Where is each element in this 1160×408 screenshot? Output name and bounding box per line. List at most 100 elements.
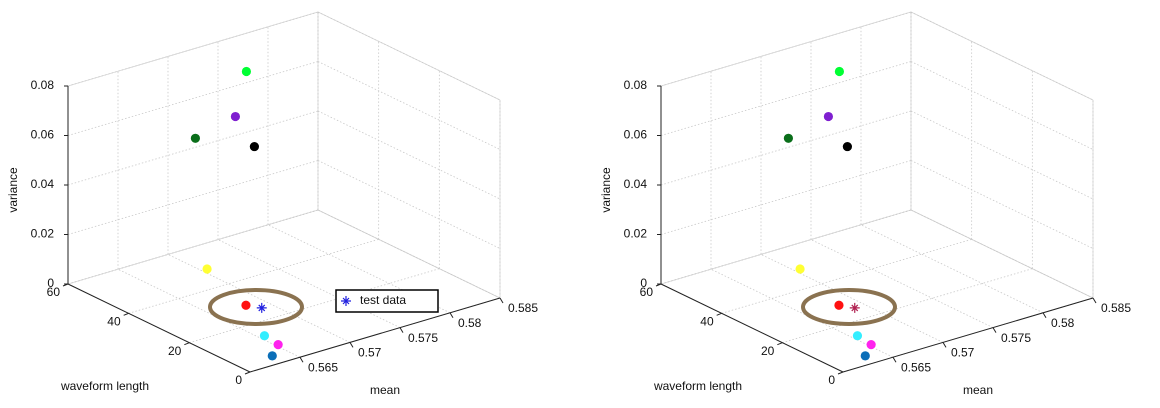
grid-line — [67, 11, 319, 87]
y-tick-label: 20 — [168, 344, 182, 358]
grid-line — [760, 254, 944, 343]
grid-line — [317, 110, 501, 200]
data-point — [852, 331, 863, 341]
data-point — [259, 331, 270, 341]
highlight-ellipse — [801, 288, 897, 326]
x-tick-label: 0.575 — [408, 331, 438, 345]
grid-line — [710, 268, 894, 358]
y-axis-label: waveform length — [653, 379, 742, 393]
legend-label: test data — [360, 293, 406, 307]
z-tick-label: 0.08 — [624, 78, 648, 92]
grid-line — [217, 239, 401, 328]
data-point — [834, 66, 844, 77]
data-point — [783, 133, 793, 143]
data-point — [230, 111, 240, 122]
y-axis-label: waveform length — [60, 379, 149, 393]
z-tick-label: 0.04 — [624, 177, 648, 191]
tick-mark — [399, 327, 404, 333]
y-tick-label: 40 — [107, 315, 121, 329]
tick-mark — [449, 312, 454, 319]
data-point — [834, 300, 844, 310]
z-tick-label: 0.06 — [31, 128, 55, 142]
grid-line — [910, 11, 1094, 101]
grid-line — [67, 61, 319, 136]
z-tick-label: 0.06 — [624, 128, 648, 142]
z-tick-label: 0.02 — [624, 227, 648, 241]
grid-line — [910, 160, 1094, 249]
grid-line — [910, 209, 1094, 299]
z-axis-label: variance — [599, 167, 613, 213]
data-point — [866, 340, 876, 350]
data-point — [860, 351, 870, 361]
axis-line — [660, 283, 844, 373]
y-tick-label: 60 — [640, 285, 654, 299]
data-point — [249, 141, 259, 152]
grid-line — [317, 61, 501, 150]
grid-line — [189, 268, 440, 344]
data-point — [190, 133, 200, 143]
z-tick-label: 0 — [47, 276, 54, 290]
y-tick-label: 60 — [47, 285, 61, 299]
grid-line — [317, 209, 501, 299]
tick-mark — [942, 342, 947, 348]
grid-line — [660, 110, 912, 186]
z-tick-label: 0.04 — [31, 177, 55, 191]
data-point — [823, 111, 833, 122]
grid-line — [67, 160, 319, 235]
x-tick-label: 0.58 — [458, 316, 482, 330]
grid-line — [660, 160, 912, 235]
tick-mark — [244, 371, 251, 375]
x-tick-label: 0.565 — [901, 360, 931, 374]
panel: 0.5650.570.5750.580.585020406000.020.040… — [6, 11, 538, 397]
data-point — [267, 351, 277, 361]
grid-line — [782, 268, 1033, 344]
tick-mark — [716, 312, 722, 316]
grid-line — [128, 238, 379, 314]
tick-mark — [837, 371, 844, 375]
x-tick-label: 0.575 — [1001, 331, 1031, 345]
data-point — [795, 264, 805, 274]
z-tick-label: 0.08 — [31, 78, 55, 92]
panel: 0.5650.570.5750.580.585020406000.020.040… — [599, 11, 1131, 397]
grid-line — [660, 61, 912, 136]
tick-mark — [499, 297, 504, 304]
y-tick-label: 40 — [700, 315, 714, 329]
data-point — [241, 300, 251, 310]
grid-line — [910, 209, 1094, 299]
tick-mark — [123, 312, 129, 316]
grid-line — [317, 160, 501, 249]
tick-mark — [892, 356, 897, 363]
axis-line — [842, 297, 1094, 373]
grid-line — [167, 254, 351, 343]
legend-box — [335, 289, 439, 313]
axis-line — [67, 283, 251, 373]
highlight-ellipse — [208, 288, 304, 326]
star-point — [341, 296, 351, 306]
z-tick-label: 0 — [640, 276, 647, 290]
tick-mark — [299, 356, 304, 363]
x-tick-label: 0.585 — [508, 301, 538, 315]
axis-line — [249, 297, 501, 373]
tick-mark — [992, 327, 997, 333]
x-tick-label: 0.57 — [358, 346, 382, 360]
star-point — [256, 302, 267, 313]
tick-mark — [349, 342, 354, 348]
grid-line — [910, 110, 1094, 200]
x-tick-label: 0.58 — [1051, 316, 1075, 330]
grid-line — [267, 224, 451, 314]
tick-mark — [184, 342, 190, 346]
x-tick-label: 0.585 — [1101, 301, 1131, 315]
tick-mark — [777, 342, 783, 346]
grid-line — [860, 224, 1044, 314]
tick-mark — [1092, 297, 1097, 304]
data-point — [241, 66, 251, 77]
grid-line — [721, 238, 972, 314]
grid-line — [67, 110, 319, 186]
grid-line — [810, 239, 994, 328]
grid-line — [910, 61, 1094, 150]
x-axis-label: mean — [370, 383, 400, 397]
y-tick-label: 0 — [828, 373, 835, 387]
star-point — [849, 302, 860, 313]
grid-line — [660, 209, 912, 285]
y-tick-label: 0 — [235, 373, 242, 387]
